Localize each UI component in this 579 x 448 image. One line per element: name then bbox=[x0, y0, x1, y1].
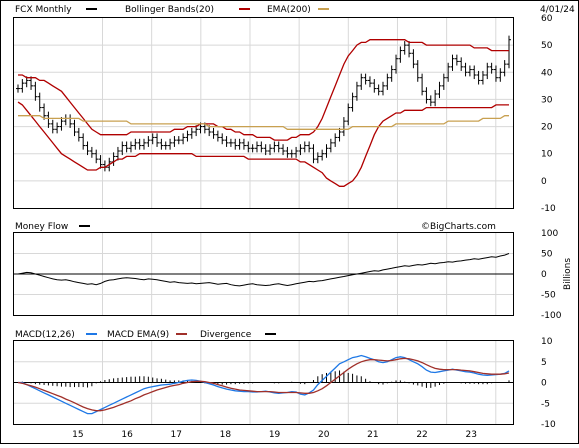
y-tick-label: 50 bbox=[541, 250, 553, 260]
y-tick-label: 0 bbox=[541, 379, 547, 389]
x-tick-label: 15 bbox=[72, 430, 83, 440]
y-tick-label: 60 bbox=[541, 14, 553, 24]
money-flow-panel bbox=[13, 232, 514, 316]
y-tick-label: -50 bbox=[541, 291, 556, 301]
bollinger-lower-line bbox=[17, 101, 509, 187]
symbol-label: FCX Monthly bbox=[15, 5, 72, 15]
bollinger-upper-line bbox=[18, 39, 509, 141]
y-tick-label: 100 bbox=[541, 229, 558, 239]
ema-200-line bbox=[18, 115, 509, 130]
x-tick-label: 18 bbox=[220, 430, 232, 440]
y-tick-label: 0 bbox=[541, 177, 547, 187]
money-flow-title: Money Flow bbox=[15, 222, 68, 232]
y-tick-label: 10 bbox=[541, 150, 553, 160]
y-tick-label: 40 bbox=[541, 68, 553, 78]
y-tick-label: -5 bbox=[541, 399, 550, 409]
y-tick-label: -10 bbox=[541, 204, 556, 214]
money-flow-line bbox=[17, 253, 510, 287]
y-tick-label: 30 bbox=[541, 95, 553, 105]
money-flow-ylabel: Billions bbox=[563, 258, 573, 290]
y-tick-label: -100 bbox=[541, 311, 562, 321]
y-tick-label: 20 bbox=[541, 123, 553, 133]
macd-panel bbox=[13, 340, 514, 425]
x-tick-label: 20 bbox=[318, 430, 330, 440]
y-tick-label: 50 bbox=[541, 41, 553, 51]
macd-ema-line bbox=[17, 357, 510, 412]
y-tick-label: -10 bbox=[541, 420, 556, 430]
macd-ema-legend-label: MACD EMA(9) bbox=[107, 330, 169, 340]
date-label: 4/01/24 bbox=[540, 5, 575, 15]
x-tick-label: 16 bbox=[121, 430, 133, 440]
grid-lines bbox=[14, 18, 513, 424]
divergence-legend-label: Divergence bbox=[200, 330, 252, 340]
ema-legend-label: EMA(200) bbox=[267, 5, 311, 15]
bollinger-legend-label: Bollinger Bands(20) bbox=[125, 5, 214, 15]
macd-legend-label: MACD(12,26) bbox=[15, 330, 75, 340]
chart-marks bbox=[14, 35, 513, 415]
x-tick-label: 22 bbox=[416, 430, 427, 440]
x-tick-label: 17 bbox=[171, 430, 182, 440]
x-tick-label: 21 bbox=[367, 430, 378, 440]
price-panel bbox=[13, 17, 514, 209]
y-tick-label: 5 bbox=[541, 358, 547, 368]
x-tick-label: 23 bbox=[465, 430, 476, 440]
y-tick-label: 0 bbox=[541, 270, 547, 280]
watermark: ©BigCharts.com bbox=[421, 222, 496, 232]
x-tick-label: 19 bbox=[269, 430, 281, 440]
y-tick-label: 10 bbox=[541, 337, 553, 347]
axis-ticks: 15 16 17 18 19 20 21 22 23-100102030405060-100-5… bbox=[72, 14, 562, 440]
